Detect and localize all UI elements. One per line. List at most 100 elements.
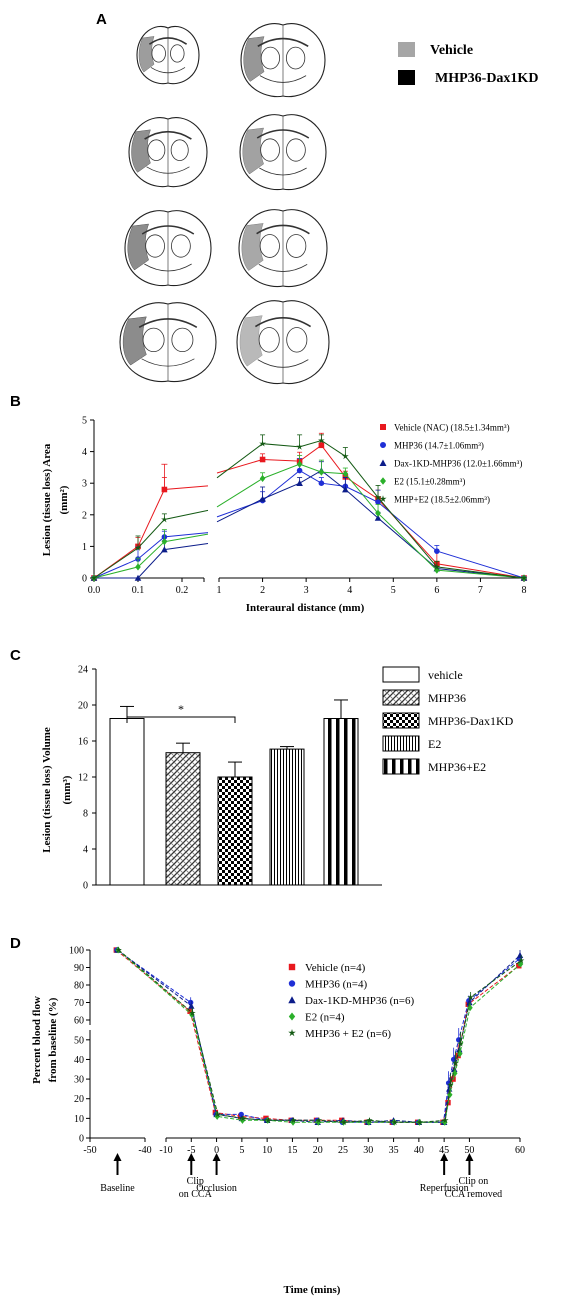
data-point xyxy=(375,499,381,505)
x-tick-label: 35 xyxy=(389,1145,399,1156)
y-tick-label: 4 xyxy=(83,845,88,856)
x-tick-label: -50 xyxy=(83,1145,96,1156)
data-point xyxy=(456,1037,462,1043)
data-point xyxy=(416,1118,424,1125)
ventricle-left xyxy=(147,139,166,161)
annotation-label: CCA removed xyxy=(445,1189,503,1200)
series-line xyxy=(216,439,525,579)
annotation-arrow-head xyxy=(187,1153,196,1161)
x-axis-label: Interaural distance (mm) xyxy=(246,602,365,614)
y-tick-label: 5 xyxy=(82,416,87,427)
y-axis-label: Lesion (tissue loss) Volume xyxy=(41,727,53,853)
data-point xyxy=(442,1117,449,1124)
brain-section-2 xyxy=(240,23,326,98)
legend-label: Vehicle xyxy=(430,43,473,58)
x-tick-label: 25 xyxy=(338,1145,348,1156)
significance-bracket: * xyxy=(126,702,236,723)
data-point xyxy=(214,1111,221,1118)
ventricle-right xyxy=(286,234,307,258)
ventricle-left xyxy=(259,234,280,258)
x-tick-label: 2 xyxy=(260,585,265,596)
data-point xyxy=(452,1069,458,1077)
legend-label: MHP36-Dax1KD xyxy=(428,714,514,728)
ventricle-left xyxy=(151,44,166,63)
annotation-label: Clip xyxy=(187,1176,204,1187)
panel-d-legend: Vehicle (n=4) MHP36 (n=4) Dax-1KD-MHP36 (n… xyxy=(288,962,414,1040)
legend-label: E2 xyxy=(428,737,441,751)
annotation-label: Reperfusion xyxy=(420,1183,469,1194)
y-tick-label: 24 xyxy=(78,665,88,676)
inner-contour xyxy=(144,263,192,272)
annotation-3: Reperfusion xyxy=(420,1153,469,1194)
data-point xyxy=(315,1117,323,1124)
data-point xyxy=(342,470,349,478)
data-point xyxy=(259,474,266,483)
bar-2 xyxy=(217,761,253,886)
data-point xyxy=(161,486,168,493)
ventricle-right xyxy=(171,327,194,353)
data-point xyxy=(374,493,382,501)
data-point xyxy=(342,486,349,493)
data-point xyxy=(115,946,122,953)
series-3 xyxy=(91,454,527,582)
y-tick-label: 50 xyxy=(74,1035,84,1046)
corpus-callosum xyxy=(254,317,312,328)
legend-marker xyxy=(288,980,296,987)
data-point xyxy=(188,1002,195,1009)
data-point xyxy=(259,440,266,447)
significance-label: * xyxy=(178,702,184,716)
brain-section-3 xyxy=(128,117,208,188)
series-line xyxy=(118,949,522,1123)
legend-marker xyxy=(380,424,386,430)
x-tick-label: -40 xyxy=(138,1145,151,1156)
legend-label: MHP36 + E2 (n=6) xyxy=(305,1028,391,1040)
data-point xyxy=(296,467,303,474)
data-point xyxy=(452,1060,459,1067)
bracket-line xyxy=(126,716,236,723)
legend-swatch xyxy=(382,758,420,775)
ventricle-right xyxy=(285,46,306,70)
legend-label: MHP36-Dax1KD xyxy=(435,71,538,86)
legend-marker xyxy=(380,477,386,485)
brain-section-1 xyxy=(136,25,200,85)
ventricle-left xyxy=(145,234,165,258)
legend-marker xyxy=(288,963,296,971)
data-point xyxy=(391,1118,398,1125)
brain-section-4 xyxy=(239,114,327,191)
data-point xyxy=(450,1056,457,1063)
x-tick-label: 15 xyxy=(287,1145,297,1156)
corpus-callosum xyxy=(138,318,198,328)
annotation-arrow-head xyxy=(465,1153,474,1161)
y-tick-label: 40 xyxy=(74,1055,84,1066)
y-tick-label: 16 xyxy=(78,737,88,748)
data-point xyxy=(134,574,142,581)
series-line xyxy=(94,543,209,579)
data-point xyxy=(296,479,303,486)
y-tick-label: 80 xyxy=(74,981,84,992)
legend-label: MHP36 (14.7±1.06mm³) xyxy=(394,441,484,451)
inner-contour xyxy=(259,75,307,83)
data-point xyxy=(134,544,142,551)
y-axis-label: Percent blood flow xyxy=(31,996,43,1084)
data-point xyxy=(518,957,525,964)
bar xyxy=(323,718,359,886)
panel-b: B 0 1 2 3 4 5 0.0 0.1 0.2 1 2 3 4 5 6 7 8 Interaural dista… xyxy=(10,393,528,614)
y-tick-label: 12 xyxy=(78,773,88,784)
x-tick-label: -10 xyxy=(159,1145,172,1156)
legend-label: Vehicle (n=4) xyxy=(305,962,366,974)
data-point xyxy=(259,456,266,463)
x-axis-label: Time (mins) xyxy=(284,1284,341,1296)
x-tick-label: 3 xyxy=(304,585,309,596)
y-tick-label: 10 xyxy=(74,1114,84,1125)
legend-label: MHP+E2 (18.5±2.06mm³) xyxy=(394,495,490,505)
data-point xyxy=(187,999,194,1006)
panel-c-label: C xyxy=(10,647,21,664)
ventricle-left xyxy=(260,46,281,70)
annotation-arrow-head xyxy=(113,1153,122,1161)
data-point xyxy=(374,514,382,521)
legend-marker xyxy=(288,996,296,1004)
inner-contour xyxy=(146,166,190,174)
data-point xyxy=(520,574,528,581)
y-tick-label: 0 xyxy=(82,574,87,585)
